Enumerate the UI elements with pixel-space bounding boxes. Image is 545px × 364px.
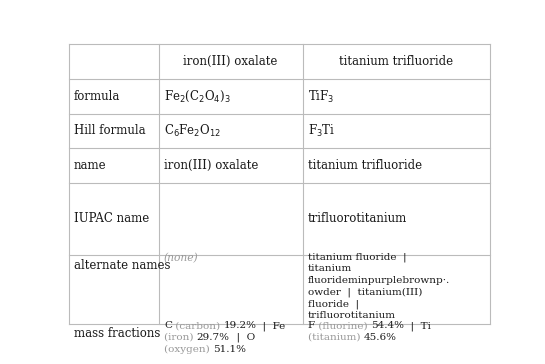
Text: C: C [164,321,172,330]
Text: titanium trifluoride: titanium trifluoride [307,159,422,172]
Text: |  Ti: | Ti [404,321,431,331]
Text: (iron): (iron) [164,333,197,342]
Text: 29.7%: 29.7% [197,333,230,342]
Text: titanium trifluoride: titanium trifluoride [339,55,453,68]
Text: IUPAC name: IUPAC name [74,213,149,225]
Text: name: name [74,159,107,172]
Text: F: F [307,321,314,330]
Text: formula: formula [74,90,120,103]
Text: Hill formula: Hill formula [74,124,146,138]
Text: (carbon): (carbon) [172,321,223,330]
Text: (none): (none) [164,253,198,263]
Text: 45.6%: 45.6% [364,333,396,342]
Text: 54.4%: 54.4% [371,321,404,330]
Text: (fluorine): (fluorine) [314,321,371,330]
Text: F$_3$Ti: F$_3$Ti [307,123,335,139]
Text: |  O: | O [230,333,255,343]
Text: C$_6$Fe$_2$O$_{12}$: C$_6$Fe$_2$O$_{12}$ [164,123,221,139]
Text: Fe$_2$(C$_2$O$_4$)$_3$: Fe$_2$(C$_2$O$_4$)$_3$ [164,89,231,104]
Text: titanium fluoride  |
titanium
fluorideminpurplebrownp·.
owder  |  titanium(III)
: titanium fluoride | titanium fluoridemin… [307,253,450,320]
Text: (oxygen): (oxygen) [164,345,213,354]
Text: |  Fe: | Fe [256,321,286,331]
Text: mass fractions: mass fractions [74,327,160,340]
Text: (titanium): (titanium) [307,333,364,342]
Text: trifluorotitanium: trifluorotitanium [307,213,407,225]
Text: iron(III) oxalate: iron(III) oxalate [183,55,277,68]
Text: TiF$_3$: TiF$_3$ [307,88,334,104]
Text: 51.1%: 51.1% [213,345,246,354]
Text: 19.2%: 19.2% [223,321,256,330]
Text: alternate names: alternate names [74,259,171,272]
Text: iron(III) oxalate: iron(III) oxalate [164,159,258,172]
